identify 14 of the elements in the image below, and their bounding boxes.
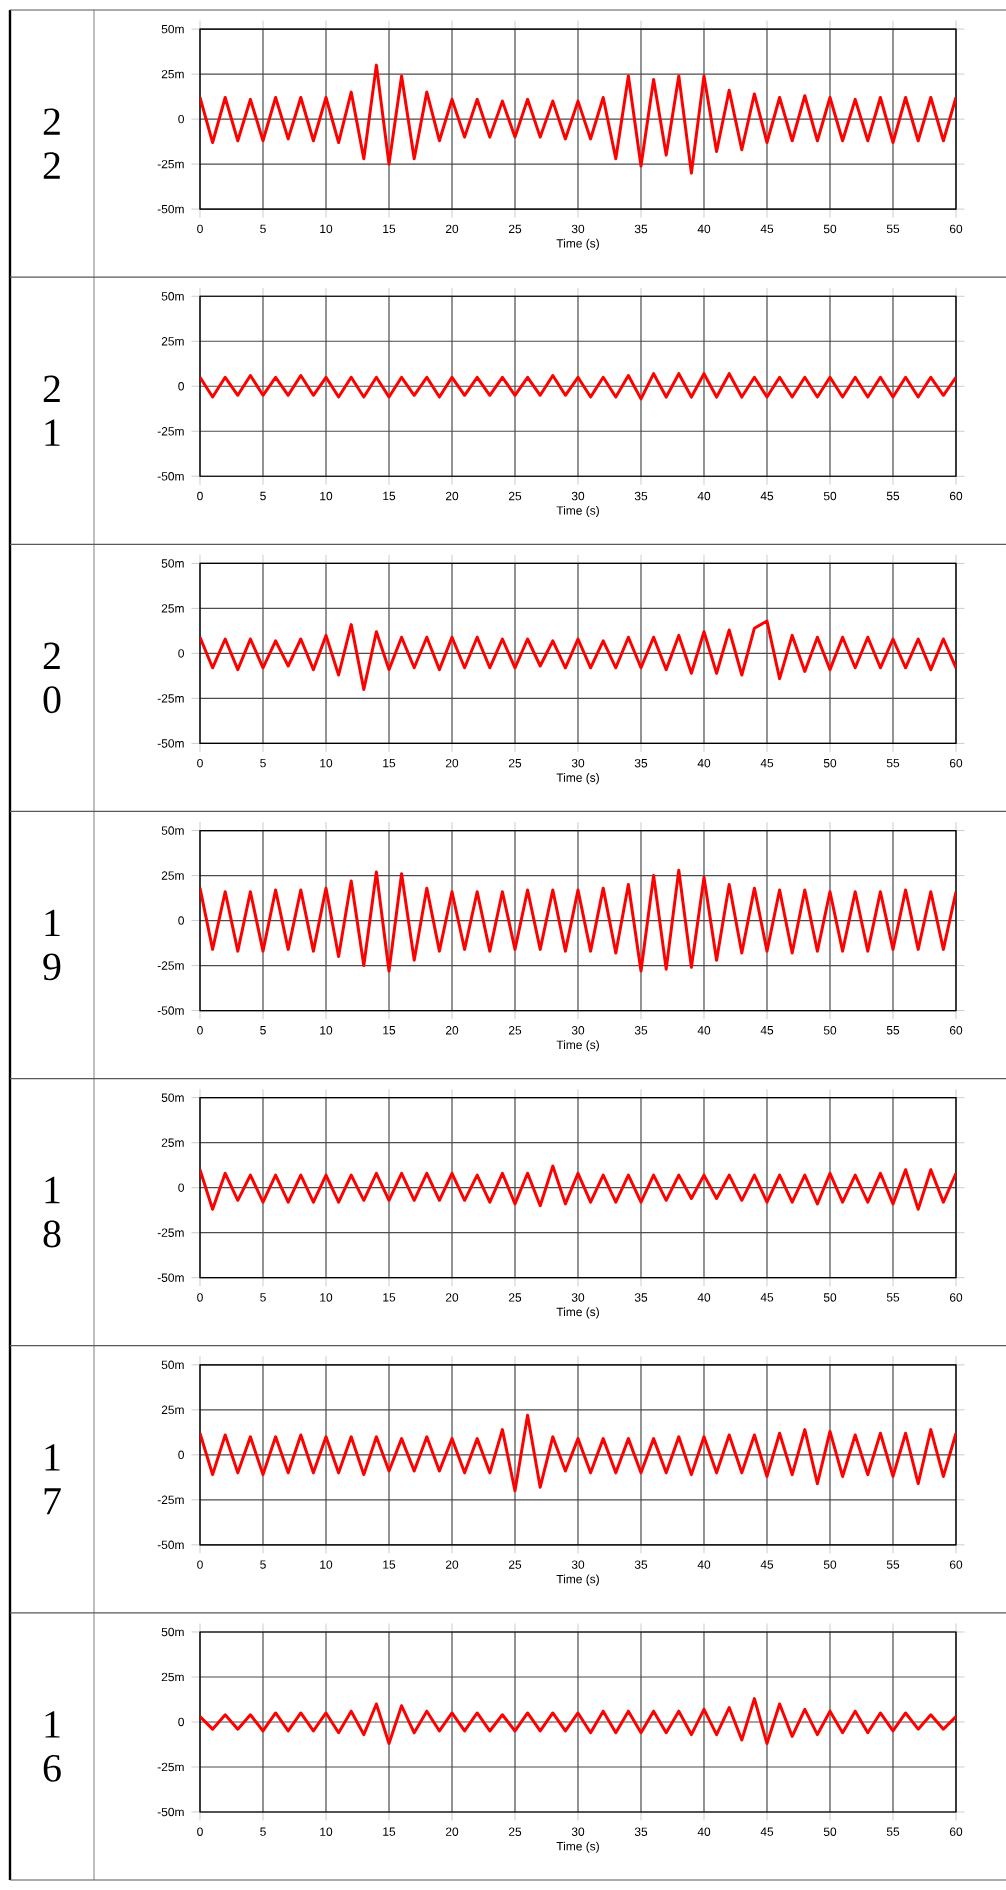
text: 1 9 [43, 909, 61, 981]
text: 2 2 [43, 108, 60, 179]
text: 2 0 [43, 642, 61, 714]
line-series [200, 1697, 956, 1746]
line-series [200, 372, 956, 401]
line-series [200, 63, 956, 175]
line-series [200, 868, 956, 973]
text: 2 1 [43, 375, 60, 446]
text: 1 7 [44, 1444, 61, 1515]
text: 1 6 [43, 1711, 61, 1782]
line-series [200, 619, 956, 691]
line-series [200, 1413, 956, 1493]
line-series [200, 1164, 956, 1211]
text: 1 8 [43, 1176, 61, 1248]
